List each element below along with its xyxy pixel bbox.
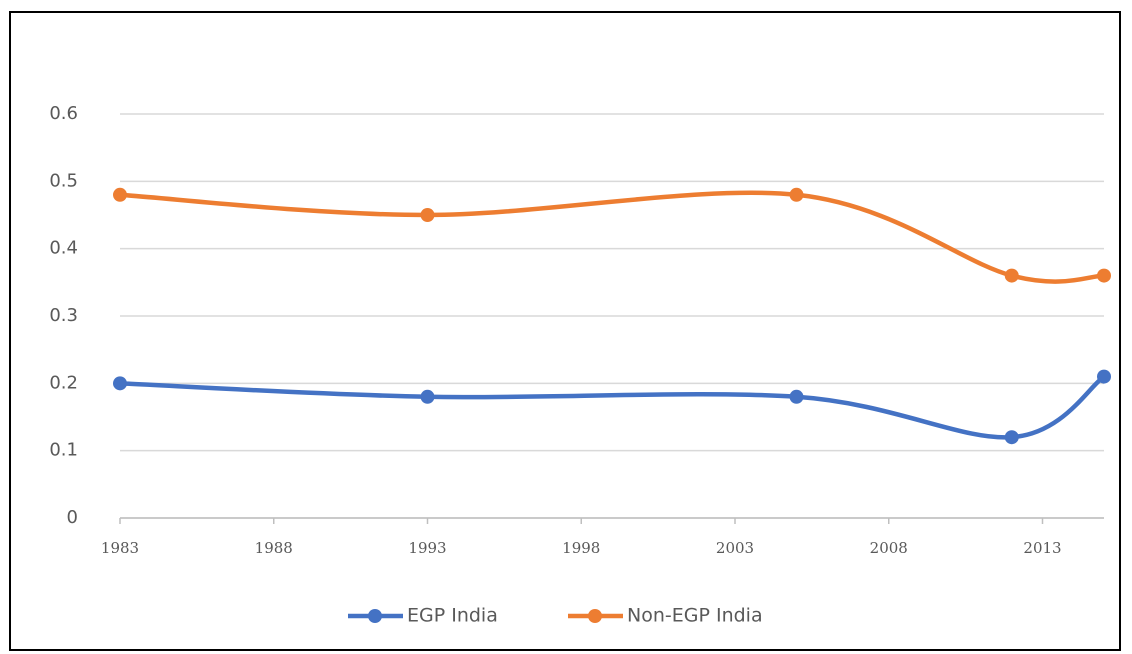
data-point [1097,268,1111,283]
data-point [789,389,804,404]
y-tick-label: 0.6 [49,103,78,124]
chart-frame [9,11,1121,651]
y-tick-label: 0.5 [49,170,78,191]
y-tick-label: 0.4 [49,238,78,259]
data-point [1004,268,1019,283]
data-point [420,208,435,222]
x-tick-label: 2003 [716,539,754,557]
data-point [113,187,127,202]
data-point [789,187,804,202]
data-point [1097,369,1111,384]
x-tick-label: 2008 [870,539,908,557]
x-tick-label: 1988 [255,539,293,557]
legend-label: Non-EGP India [627,605,763,627]
y-tick-label: 0.1 [49,440,78,461]
data-point [420,389,435,404]
y-tick-label: 0.2 [49,372,78,393]
legend-marker [368,609,382,623]
data-point [113,376,127,391]
x-tick-label: 2013 [1023,539,1061,557]
legend-marker [588,609,602,623]
series-line [117,374,1107,440]
x-tick-label: 1983 [101,539,139,557]
x-tick-label: 1993 [408,539,446,557]
y-tick-label: 0 [67,507,78,528]
y-tick-label: 0.3 [49,305,78,326]
data-point [1004,430,1019,445]
legend-label: EGP India [407,605,498,627]
x-tick-label: 1998 [562,539,600,557]
